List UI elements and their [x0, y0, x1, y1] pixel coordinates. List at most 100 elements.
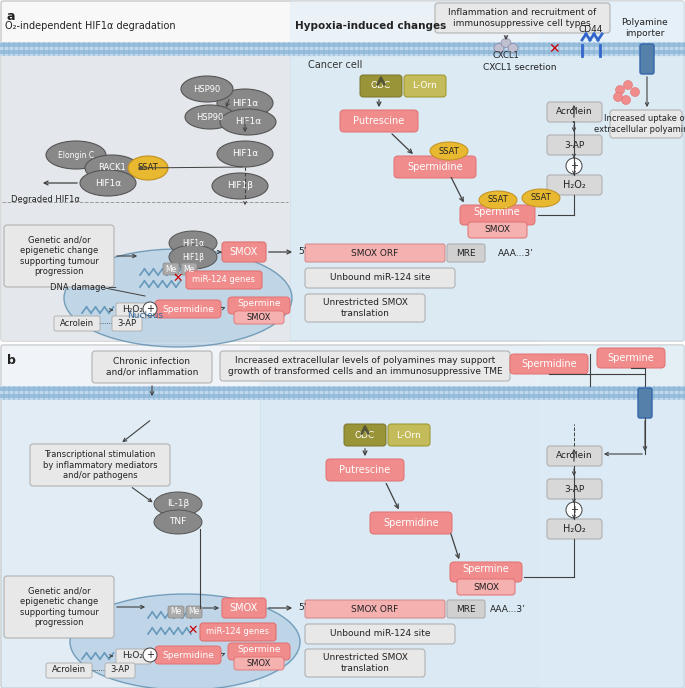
- Text: Unbound miR-124 site: Unbound miR-124 site: [329, 630, 430, 638]
- FancyBboxPatch shape: [605, 386, 608, 400]
- FancyBboxPatch shape: [305, 42, 308, 56]
- FancyBboxPatch shape: [595, 386, 598, 400]
- Text: Spermidine: Spermidine: [521, 359, 577, 369]
- FancyBboxPatch shape: [150, 42, 153, 56]
- FancyBboxPatch shape: [375, 386, 378, 400]
- FancyBboxPatch shape: [235, 42, 238, 56]
- FancyBboxPatch shape: [355, 42, 358, 56]
- Text: Me: Me: [165, 264, 177, 274]
- FancyBboxPatch shape: [350, 42, 353, 56]
- Text: SMOX: SMOX: [473, 583, 499, 592]
- Text: Me: Me: [188, 608, 199, 616]
- FancyBboxPatch shape: [55, 42, 58, 56]
- FancyBboxPatch shape: [325, 42, 328, 56]
- FancyBboxPatch shape: [675, 42, 678, 56]
- FancyBboxPatch shape: [500, 42, 503, 56]
- FancyBboxPatch shape: [405, 386, 408, 400]
- Text: Me: Me: [184, 264, 195, 274]
- FancyBboxPatch shape: [388, 424, 430, 446]
- Ellipse shape: [430, 142, 468, 160]
- FancyBboxPatch shape: [228, 297, 290, 314]
- FancyBboxPatch shape: [435, 386, 438, 400]
- FancyBboxPatch shape: [5, 42, 8, 56]
- FancyBboxPatch shape: [185, 42, 188, 56]
- FancyBboxPatch shape: [630, 386, 633, 400]
- FancyBboxPatch shape: [480, 42, 483, 56]
- Text: +: +: [570, 161, 578, 171]
- FancyBboxPatch shape: [195, 386, 198, 400]
- FancyBboxPatch shape: [380, 42, 383, 56]
- FancyBboxPatch shape: [340, 386, 343, 400]
- FancyBboxPatch shape: [222, 598, 266, 618]
- FancyBboxPatch shape: [170, 386, 173, 400]
- FancyBboxPatch shape: [460, 42, 463, 56]
- Circle shape: [614, 92, 623, 102]
- FancyBboxPatch shape: [116, 303, 151, 318]
- Text: a: a: [7, 10, 16, 23]
- Text: HIF1α: HIF1α: [232, 98, 258, 107]
- Text: Unrestricted SMOX
translation: Unrestricted SMOX translation: [323, 299, 408, 318]
- FancyBboxPatch shape: [580, 42, 583, 56]
- FancyBboxPatch shape: [270, 386, 273, 400]
- FancyBboxPatch shape: [655, 42, 658, 56]
- Text: Transcriptional stimulation
by inflammatory mediators
and/or pathogens: Transcriptional stimulation by inflammat…: [42, 450, 158, 480]
- FancyBboxPatch shape: [250, 42, 253, 56]
- Text: L-Orn: L-Orn: [397, 431, 421, 440]
- Ellipse shape: [64, 249, 292, 347]
- Circle shape: [623, 80, 632, 89]
- Text: HIF1β: HIF1β: [227, 182, 253, 191]
- Text: ✕: ✕: [548, 42, 560, 56]
- Text: Acrolein: Acrolein: [52, 665, 86, 674]
- Text: b: b: [7, 354, 16, 367]
- FancyBboxPatch shape: [255, 386, 258, 400]
- FancyBboxPatch shape: [580, 386, 583, 400]
- FancyBboxPatch shape: [4, 576, 114, 638]
- FancyBboxPatch shape: [168, 606, 184, 618]
- FancyBboxPatch shape: [305, 624, 455, 644]
- FancyBboxPatch shape: [495, 386, 498, 400]
- FancyBboxPatch shape: [390, 42, 393, 56]
- FancyBboxPatch shape: [25, 42, 28, 56]
- FancyBboxPatch shape: [1, 386, 261, 688]
- FancyBboxPatch shape: [445, 386, 448, 400]
- Circle shape: [621, 96, 630, 105]
- Text: Acrolein: Acrolein: [556, 451, 593, 460]
- FancyBboxPatch shape: [175, 386, 178, 400]
- FancyBboxPatch shape: [200, 623, 276, 641]
- Text: ✕: ✕: [173, 272, 184, 285]
- Text: Inflammation and recruitment of
immunosuppressive cell types: Inflammation and recruitment of immunosu…: [448, 8, 596, 28]
- FancyBboxPatch shape: [590, 386, 593, 400]
- FancyBboxPatch shape: [535, 386, 538, 400]
- Ellipse shape: [181, 76, 233, 102]
- Text: ODC: ODC: [371, 81, 391, 91]
- FancyBboxPatch shape: [435, 3, 610, 33]
- FancyBboxPatch shape: [0, 42, 3, 56]
- FancyBboxPatch shape: [570, 386, 573, 400]
- FancyBboxPatch shape: [605, 42, 608, 56]
- FancyBboxPatch shape: [410, 386, 413, 400]
- FancyBboxPatch shape: [40, 386, 43, 400]
- Text: +: +: [570, 505, 578, 515]
- FancyBboxPatch shape: [320, 42, 323, 56]
- FancyBboxPatch shape: [195, 42, 198, 56]
- FancyBboxPatch shape: [625, 42, 628, 56]
- FancyBboxPatch shape: [220, 42, 223, 56]
- FancyBboxPatch shape: [550, 42, 553, 56]
- FancyBboxPatch shape: [385, 386, 388, 400]
- FancyBboxPatch shape: [50, 42, 53, 56]
- FancyBboxPatch shape: [440, 42, 443, 56]
- FancyBboxPatch shape: [275, 42, 278, 56]
- FancyBboxPatch shape: [520, 42, 523, 56]
- FancyBboxPatch shape: [222, 242, 266, 262]
- Text: H₂O₂: H₂O₂: [123, 652, 143, 660]
- Text: Nucleus: Nucleus: [127, 312, 163, 321]
- FancyBboxPatch shape: [110, 42, 113, 56]
- Circle shape: [616, 85, 625, 94]
- FancyBboxPatch shape: [0, 394, 685, 398]
- FancyBboxPatch shape: [365, 42, 368, 56]
- FancyBboxPatch shape: [480, 386, 483, 400]
- FancyBboxPatch shape: [380, 386, 383, 400]
- FancyBboxPatch shape: [135, 386, 138, 400]
- FancyBboxPatch shape: [46, 663, 92, 678]
- Text: HSP90: HSP90: [193, 85, 221, 94]
